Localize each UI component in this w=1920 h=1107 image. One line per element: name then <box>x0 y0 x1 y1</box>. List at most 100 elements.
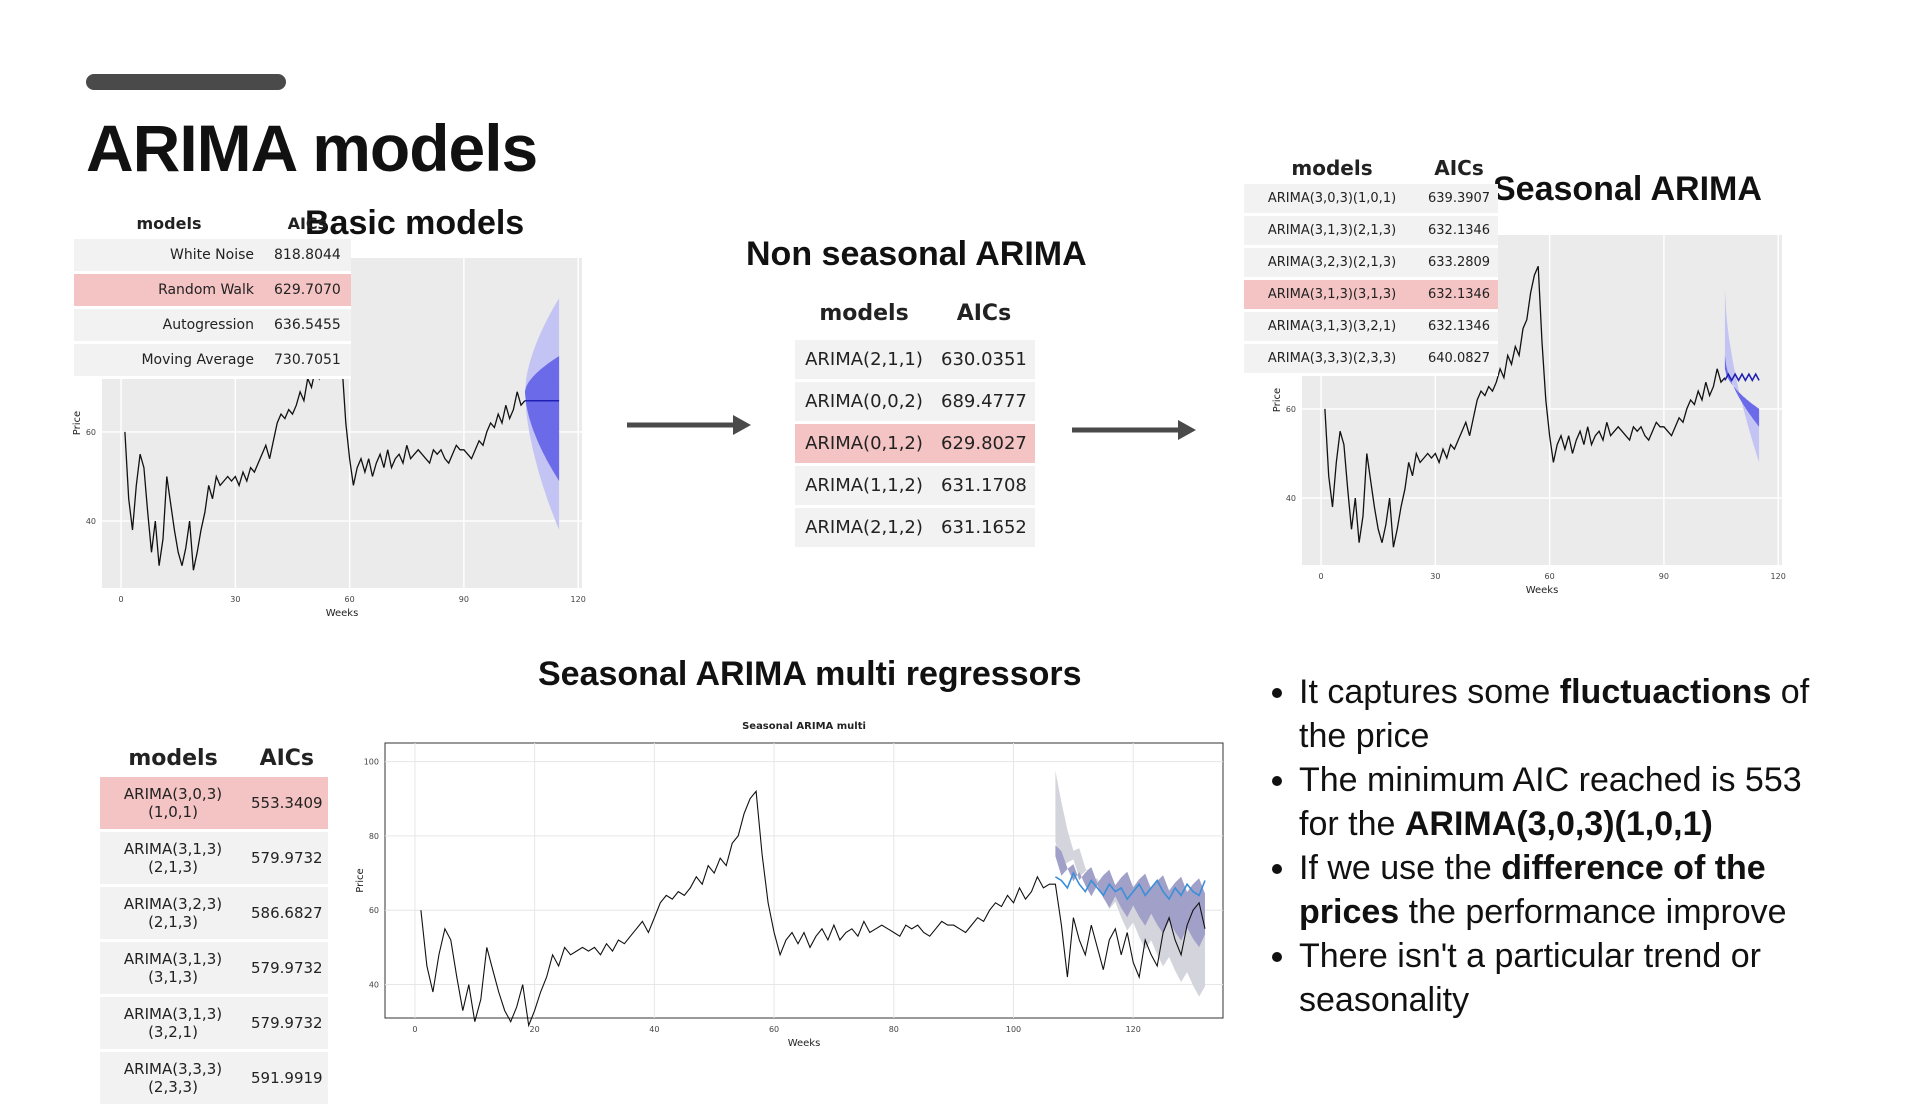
x-tick-label: 60 <box>345 595 355 604</box>
models-header: models <box>136 214 202 233</box>
x-axis-label: Weeks <box>326 608 359 619</box>
arrow-1 <box>627 415 751 435</box>
aic-cell: 630.0351 <box>933 340 1035 382</box>
nonseasonal-table-body: ARIMA(2,1,1) 630.0351 ARIMA(0,0,2) 689.4777… <box>795 340 1035 550</box>
x-tick-label: 40 <box>649 1025 659 1034</box>
nonseasonal-table: models AICs ARIMA(2,1,1) 630.0351 ARIMA(0,… <box>795 295 1035 550</box>
y-axis-label: Price <box>1272 388 1283 412</box>
multi-plot-group: 0 20 40 60 80 100 120 40 60 80 100 Weeks Price Season… <box>355 721 1224 1049</box>
model-cell: ARIMA(0,1,2) <box>795 424 933 466</box>
x-tick-label: 120 <box>1126 1025 1141 1034</box>
aics-header: AICs <box>1434 156 1484 180</box>
forecast-inner-band <box>1724 355 1760 427</box>
note-text: the performance improve <box>1399 893 1787 931</box>
seasonal-table-wrap: models AICs ARIMA(3,0,3)(1,0,1) 639.3907 A… <box>1244 152 1499 376</box>
multi-table: models AICs ARIMA(3,0,3)(1,0,1) 553.3409 A… <box>100 742 328 1107</box>
table-row: ARIMA(3,1,3)(2,1,3) 632.1346 <box>1244 216 1499 248</box>
arrow-2-head <box>1178 420 1196 440</box>
aics-header: AICs <box>956 301 1012 326</box>
x-tick-label: 90 <box>459 595 469 604</box>
accent-bar <box>86 74 286 90</box>
table-row: ARIMA(3,1,3)(3,1,3) 632.1346 <box>1244 280 1499 312</box>
arrow-2 <box>1072 420 1196 440</box>
y-tick-label: 40 <box>86 517 96 526</box>
table-row: ARIMA(0,0,2) 689.4777 <box>795 382 1035 424</box>
y-tick-label: 40 <box>1286 494 1296 503</box>
aic-cell: 632.1346 <box>1420 280 1499 312</box>
aic-cell: 579.9732 <box>246 997 328 1052</box>
forecast-outer-band <box>1055 770 1205 997</box>
table-row: ARIMA(1,1,2) 631.1708 <box>795 466 1035 508</box>
note-item: It captures some fluctuactions of the pr… <box>1299 670 1825 758</box>
basic-table-body: White Noise 818.8044 Random Walk 629.7070 Au… <box>74 239 351 379</box>
table-row: ARIMA(3,1,3)(3,2,1) 579.9732 <box>100 997 328 1052</box>
forecast-mean-line <box>1724 372 1760 382</box>
model-cell: ARIMA(0,0,2) <box>795 382 933 424</box>
y-tick-label: 80 <box>369 832 379 841</box>
model-cell: ARIMA(3,1,3)(3,2,1) <box>100 997 246 1052</box>
table-row: ARIMA(3,3,3)(2,3,3) 640.0827 <box>1244 344 1499 376</box>
table-row: ARIMA(3,2,3)(2,1,3) 633.2809 <box>1244 248 1499 280</box>
note-text: It captures some <box>1299 673 1560 711</box>
multi-title: Seasonal ARIMA multi regressors <box>538 655 1082 693</box>
x-tick-label: 100 <box>1006 1025 1021 1034</box>
seasonal-title: Seasonal ARIMA <box>1493 170 1762 208</box>
x-tick-label: 80 <box>889 1025 899 1034</box>
note-item: The minimum AIC reached is 553 for the A… <box>1299 758 1825 846</box>
aic-cell: 631.1652 <box>933 508 1035 550</box>
table-row: ARIMA(3,0,3)(1,0,1) 553.3409 <box>100 777 328 832</box>
aics-header: AICs <box>287 214 328 233</box>
x-tick-label: 30 <box>1430 572 1440 581</box>
note-text: If we use the <box>1299 849 1502 887</box>
table-row: ARIMA(3,1,3)(2,1,3) 579.9732 <box>100 832 328 887</box>
model-cell: ARIMA(1,1,2) <box>795 466 933 508</box>
aic-cell: 553.3409 <box>246 777 328 832</box>
nonseasonal-title: Non seasonal ARIMA <box>746 235 1087 273</box>
multi-plot: 0 20 40 60 80 100 120 40 60 80 100 Weeks Price Season… <box>355 721 1224 1049</box>
basic-models-title: Basic models <box>305 204 525 242</box>
note-text: of the price <box>1299 673 1810 755</box>
note-emphasis: difference of the prices <box>1299 849 1766 931</box>
notes-panel: It captures some fluctuactions of the pr… <box>1265 670 1825 1022</box>
model-cell: ARIMA(3,0,3)(1,0,1) <box>1244 184 1420 216</box>
table-row: Moving Average 730.7051 <box>74 344 351 379</box>
y-tick-label: 60 <box>369 906 379 915</box>
aic-cell: 629.8027 <box>933 424 1035 466</box>
x-tick-label: 0 <box>1319 572 1324 581</box>
chart-title: Seasonal ARIMA multi <box>742 721 866 732</box>
table-row: Autogression 636.5455 <box>74 309 351 344</box>
model-cell: ARIMA(3,1,3)(3,2,1) <box>1244 312 1420 344</box>
x-axis-label: Weeks <box>788 1038 821 1049</box>
x-tick-label: 120 <box>1771 572 1786 581</box>
models-header: models <box>128 746 218 771</box>
model-cell: ARIMA(3,1,3)(3,1,3) <box>1244 280 1420 312</box>
aic-cell: 632.1346 <box>1420 312 1499 344</box>
note-item: There isn't a particular trend or season… <box>1299 934 1825 1022</box>
note-emphasis: ARIMA(3,0,3)(1,0,1) <box>1404 805 1713 843</box>
y-tick-label: 40 <box>369 981 379 990</box>
page-title: ARIMA models <box>86 111 538 185</box>
x-tick-label: 90 <box>1659 572 1669 581</box>
note-emphasis: fluctuactions <box>1559 673 1772 711</box>
model-cell: ARIMA(2,1,1) <box>795 340 933 382</box>
table-row: Random Walk 629.7070 <box>74 274 351 309</box>
table-row: ARIMA(3,1,3)(3,1,3) 579.9732 <box>100 942 328 997</box>
y-axis-label: Price <box>72 411 83 435</box>
aic-cell: 640.0827 <box>1420 344 1499 376</box>
aic-cell: 586.6827 <box>246 887 328 942</box>
multi-table-wrap: models AICs ARIMA(3,0,3)(1,0,1) 553.3409 A… <box>100 742 328 1107</box>
x-tick-label: 0 <box>412 1025 417 1034</box>
basic-models-table-wrap: models AICs White Noise 818.8044 Random Wa… <box>74 208 351 379</box>
aic-cell: 818.8044 <box>264 239 351 274</box>
aic-cell: 579.9732 <box>246 832 328 887</box>
notes-list: It captures some fluctuactions of the pr… <box>1265 670 1825 1022</box>
aic-cell: 629.7070 <box>264 274 351 309</box>
arrow-1-head <box>733 415 751 435</box>
model-cell: ARIMA(2,1,2) <box>795 508 933 550</box>
aic-cell: 639.3907 <box>1420 184 1499 216</box>
model-cell: ARIMA(3,1,3)(2,1,3) <box>1244 216 1420 248</box>
model-cell: ARIMA(3,1,3)(3,1,3) <box>100 942 246 997</box>
table-row: ARIMA(3,2,3)(2,1,3) 586.6827 <box>100 887 328 942</box>
model-cell: ARIMA(3,0,3)(1,0,1) <box>100 777 246 832</box>
forecast-outer-band <box>1724 288 1760 463</box>
